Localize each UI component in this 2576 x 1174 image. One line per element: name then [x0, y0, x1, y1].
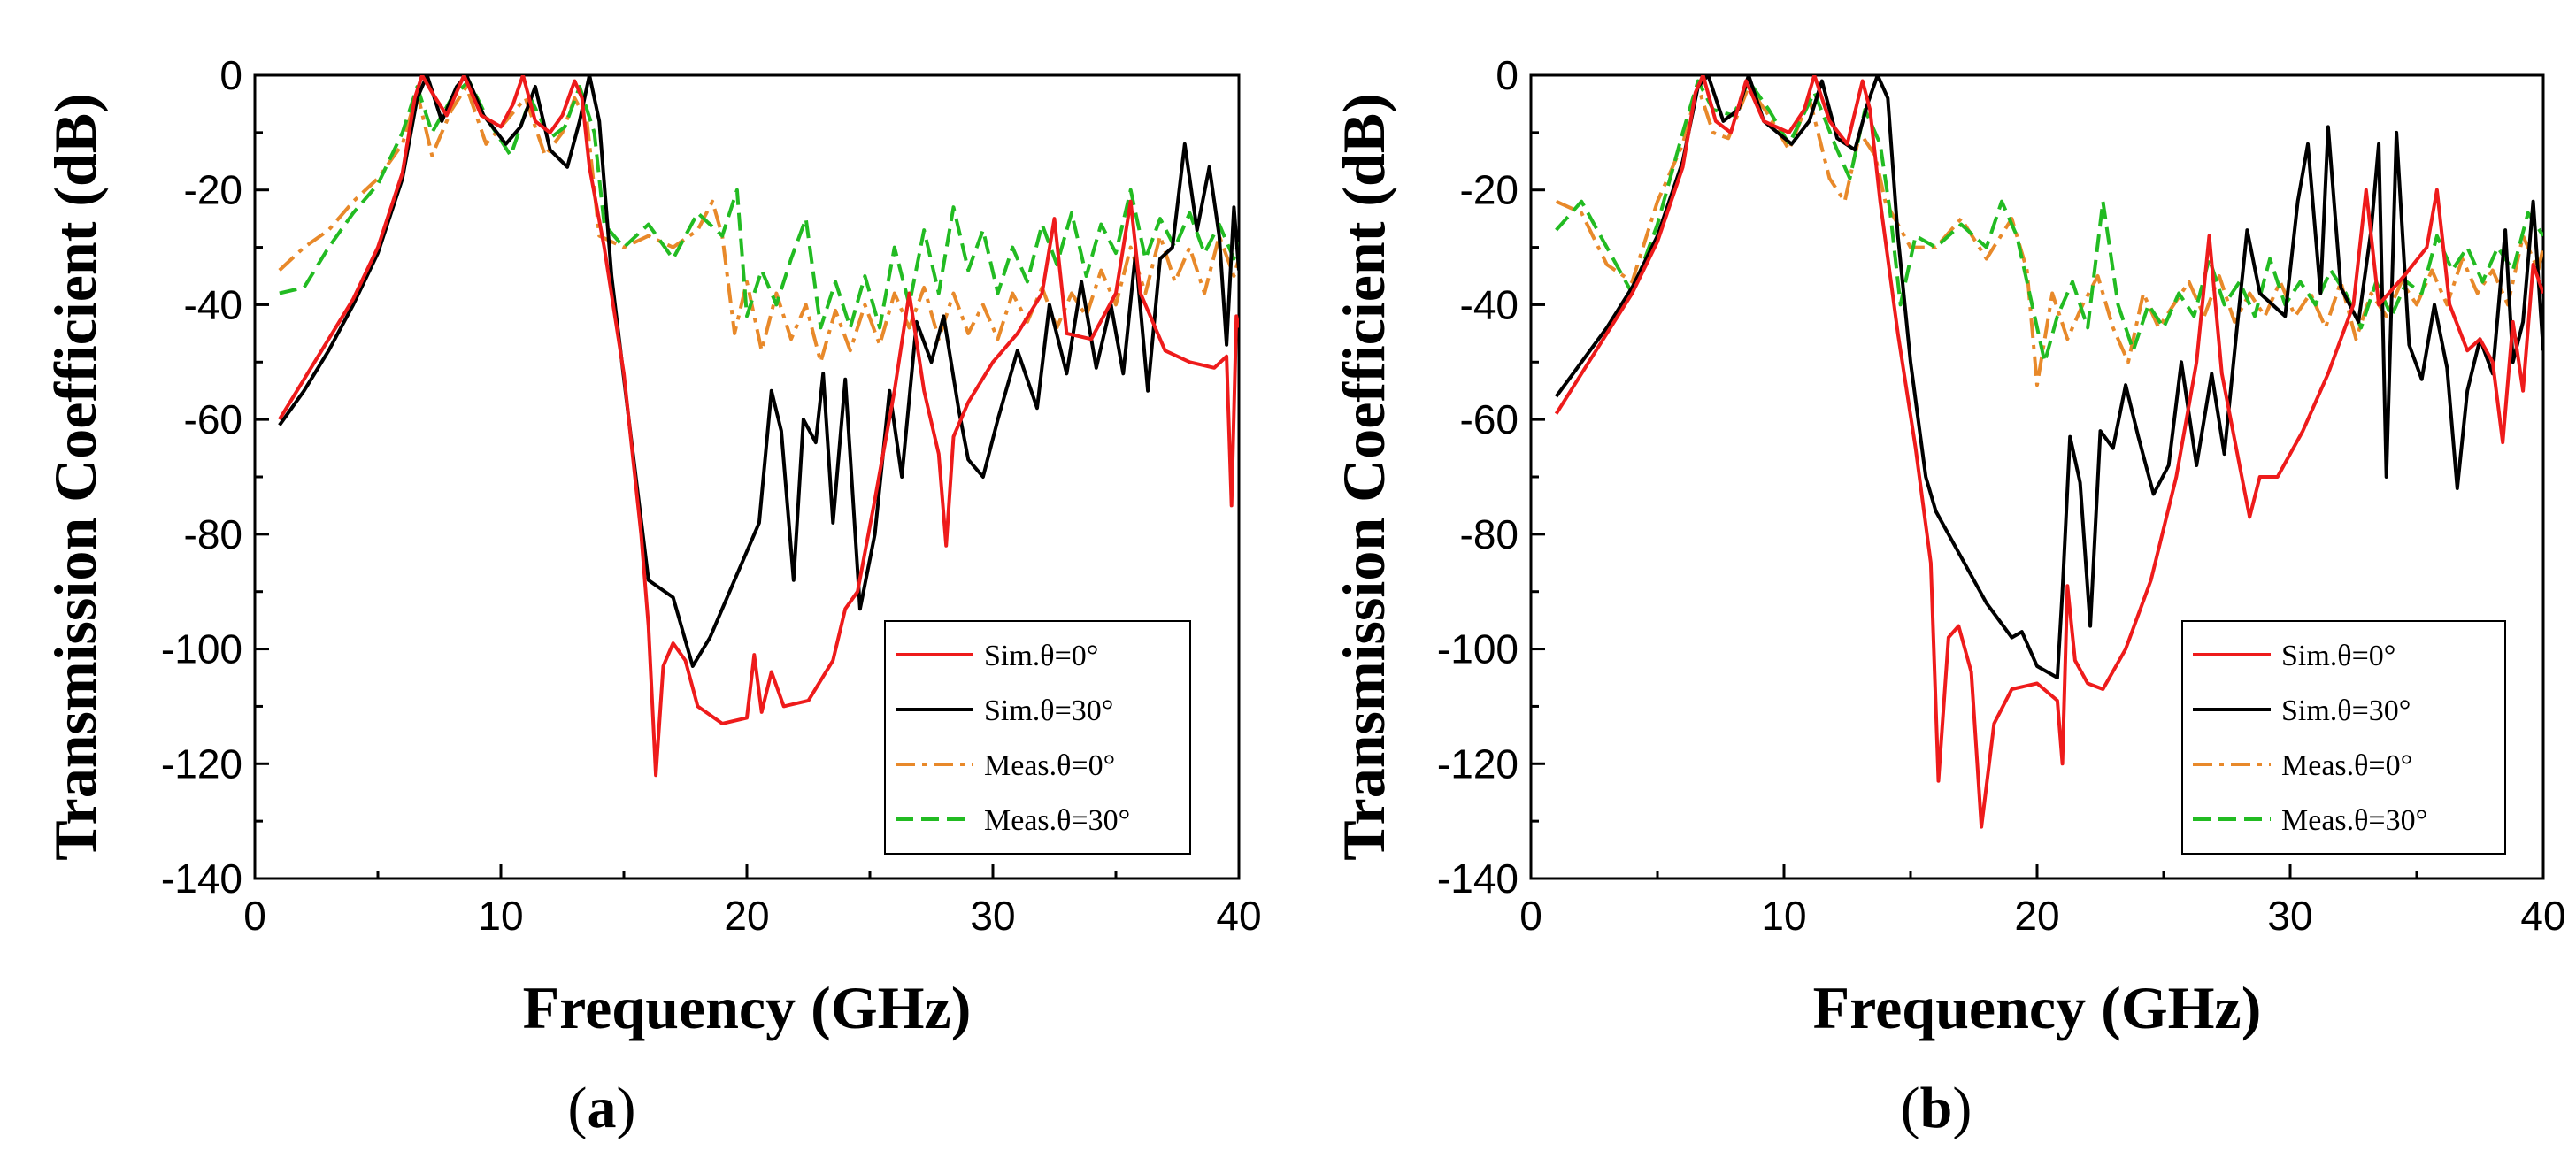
x-tick-label: 40 — [2520, 893, 2565, 939]
series-group — [278, 75, 1239, 778]
series-line-meas-30 — [1555, 79, 2543, 364]
legend-entry-label: Meas.θ=0° — [984, 749, 1115, 782]
legend-entry-label: Meas.θ=0° — [2281, 749, 2412, 782]
x-tick-label: 40 — [1216, 893, 1261, 939]
y-tick-label: -80 — [184, 511, 242, 557]
y-axis-label: Transmission Coefficient (dB) — [42, 93, 109, 861]
x-tick-label: 20 — [724, 893, 769, 939]
legend-entry-label: Sim.θ=30° — [984, 694, 1113, 727]
series-line-sim-0 — [1554, 75, 2543, 829]
y-axis-label: Transmission Coefficient (dB) — [1330, 93, 1397, 861]
y-tick-label: -80 — [1460, 511, 1519, 557]
legend-box — [884, 620, 1191, 855]
x-axis-label: Frequency (GHz) — [1813, 974, 2262, 1041]
y-tick-label: -100 — [161, 626, 242, 672]
legend-entry-label: Meas.θ=30° — [2281, 804, 2427, 837]
chart-panel-b: 0 10 20 30 40 0 -20 -40 -60 -80 -100 -120 -140 Freque… — [1288, 0, 2576, 1174]
y-tick-label: -140 — [1437, 856, 1519, 902]
y-tick-label: -120 — [161, 740, 242, 787]
series-group — [1554, 75, 2543, 829]
y-tick-label: -120 — [1437, 740, 1519, 787]
y-tick-label: -60 — [184, 396, 242, 442]
panel-label-a: (a) — [567, 1076, 636, 1140]
y-tick-label: -60 — [1460, 396, 1519, 442]
x-tick-label: 10 — [478, 893, 523, 939]
series-line-sim-30 — [278, 75, 1239, 668]
x-tick-label: 10 — [1761, 893, 1806, 939]
series-line-sim-30 — [1554, 75, 2543, 679]
x-tick-label: 0 — [1519, 893, 1542, 939]
y-tick-label: -140 — [161, 856, 242, 902]
y-tick-label: 0 — [219, 52, 242, 98]
legend-entry-label: Sim.θ=0° — [984, 640, 1098, 672]
x-tick-label: 30 — [970, 893, 1015, 939]
y-tick-label: -100 — [1437, 626, 1519, 672]
x-tick-label: 20 — [2014, 893, 2059, 939]
y-tick-label: -40 — [1460, 281, 1519, 327]
series-line-sim-0 — [278, 75, 1239, 778]
chart-b: 0 10 20 30 40 0 -20 -40 -60 -80 -100 -120 -140 Freque… — [1330, 52, 2566, 1041]
legend-box — [2181, 620, 2506, 855]
chart-panel-a: 0 10 20 30 40 0 -20 -40 -60 -80 -100 -120 -140 Freque… — [42, 52, 1262, 1140]
legend: Sim.θ=0° Sim.θ=30° Meas.θ=0° Meas.θ=30° — [884, 620, 1191, 855]
x-axis-label: Frequency (GHz) — [523, 974, 972, 1041]
legend: Sim.θ=0° Sim.θ=30° Meas.θ=0° Meas.θ=30° — [2181, 620, 2506, 855]
legend-entry-label: Sim.θ=0° — [2281, 640, 2395, 672]
y-tick-label: -20 — [1460, 167, 1519, 213]
series-line-meas-0 — [278, 85, 1239, 364]
x-tick-label: 30 — [2267, 893, 2312, 939]
panel-label-b: (b) — [1900, 1076, 1972, 1140]
chart-a: 0 10 20 30 40 0 -20 -40 -60 -80 -100 -120 -140 Freque… — [42, 52, 1262, 1041]
legend-entry-label: Meas.θ=30° — [984, 804, 1130, 837]
x-tick-label: 0 — [243, 893, 266, 939]
y-tick-label: -20 — [184, 167, 242, 213]
y-tick-label: -40 — [184, 281, 242, 327]
y-tick-label: 0 — [1496, 52, 1519, 98]
legend-entry-label: Sim.θ=30° — [2281, 694, 2411, 727]
